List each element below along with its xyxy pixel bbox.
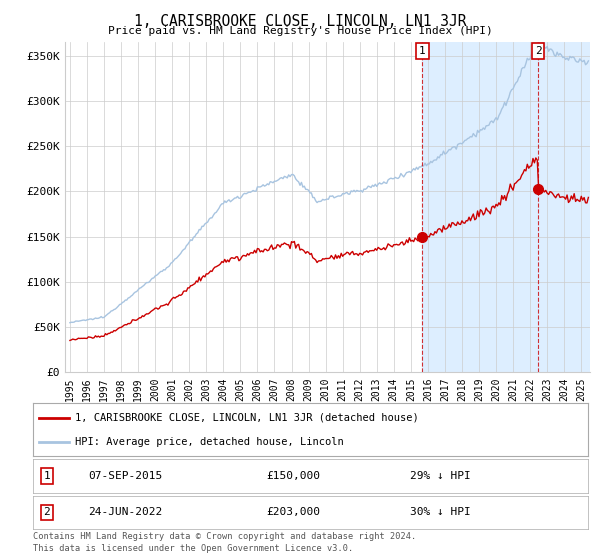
Text: 1: 1 [44, 471, 50, 481]
Text: 29% ↓ HPI: 29% ↓ HPI [410, 471, 471, 481]
Text: 24-JUN-2022: 24-JUN-2022 [89, 507, 163, 517]
Text: Contains HM Land Registry data © Crown copyright and database right 2024.: Contains HM Land Registry data © Crown c… [33, 532, 416, 541]
Text: 1, CARISBROOKE CLOSE, LINCOLN, LN1 3JR: 1, CARISBROOKE CLOSE, LINCOLN, LN1 3JR [134, 14, 466, 29]
Text: 30% ↓ HPI: 30% ↓ HPI [410, 507, 471, 517]
Bar [538, 42, 590, 372]
Text: Price paid vs. HM Land Registry's House Price Index (HPI): Price paid vs. HM Land Registry's House … [107, 26, 493, 36]
Text: 1: 1 [419, 46, 426, 56]
Text: 07-SEP-2015: 07-SEP-2015 [89, 471, 163, 481]
Text: £203,000: £203,000 [266, 507, 320, 517]
Text: HPI: Average price, detached house, Lincoln: HPI: Average price, detached house, Linc… [74, 437, 343, 447]
Text: 2: 2 [535, 46, 542, 56]
Text: 2: 2 [44, 507, 50, 517]
Text: 1, CARISBROOKE CLOSE, LINCOLN, LN1 3JR (detached house): 1, CARISBROOKE CLOSE, LINCOLN, LN1 3JR (… [74, 413, 418, 423]
Bar [422, 42, 538, 372]
Text: This data is licensed under the Open Government Licence v3.0.: This data is licensed under the Open Gov… [33, 544, 353, 553]
Text: £150,000: £150,000 [266, 471, 320, 481]
